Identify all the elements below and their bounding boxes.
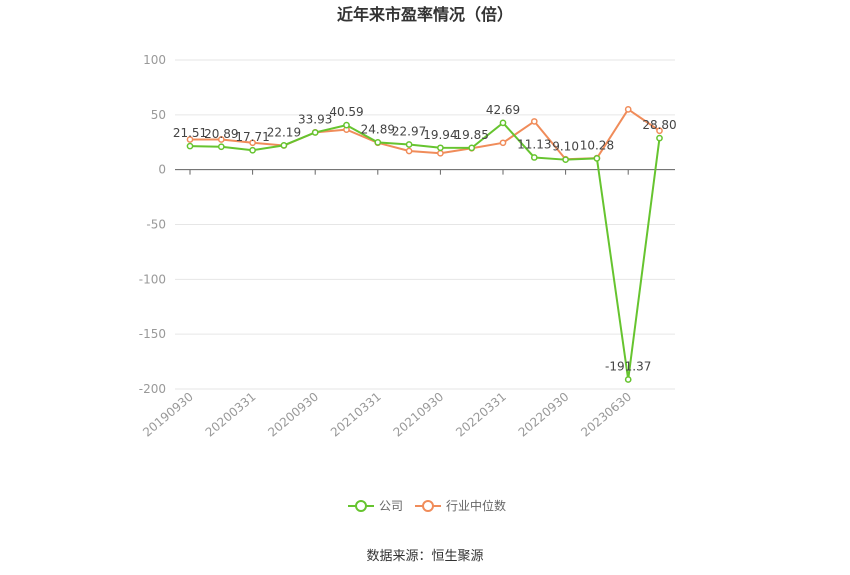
data-label: 24.89	[361, 122, 395, 136]
legend-label: 公司	[379, 499, 403, 513]
x-tick-label: 20220331	[453, 390, 509, 440]
data-label: 10.28	[580, 138, 614, 152]
y-tick-label: 0	[158, 163, 166, 177]
y-tick-label: -100	[139, 272, 166, 286]
company-point[interactable]	[249, 146, 256, 154]
y-tick-label: -150	[139, 327, 166, 341]
data-label: 20.89	[204, 127, 238, 141]
data-label: 19.94	[423, 128, 457, 142]
data-label: -191.37	[605, 360, 651, 374]
y-axis-ticks: 100 50 0 -50 -100 -150 -200	[139, 53, 166, 396]
grid-lines	[175, 59, 675, 390]
series-lines	[186, 106, 663, 383]
industry-median-point[interactable]	[186, 136, 194, 143]
chart-title: 近年来市盈率情况（倍）	[337, 5, 513, 24]
industry-median-point[interactable]	[249, 139, 256, 147]
legend[interactable]: 公司 行业中位数	[348, 498, 506, 513]
data-label: 40.59	[329, 105, 363, 119]
industry-median-point[interactable]	[530, 118, 538, 125]
company-point[interactable]	[562, 156, 569, 164]
x-tick-label: 20220930	[516, 390, 572, 440]
industry-median-point[interactable]	[217, 136, 225, 143]
company-point[interactable]	[280, 141, 288, 149]
data-label: 28.80	[642, 118, 676, 132]
y-tick-label: -200	[139, 382, 166, 396]
y-tick-label: -50	[146, 218, 166, 232]
company-point[interactable]	[217, 143, 225, 151]
x-tick-label: 20230630	[578, 390, 634, 440]
legend-marker	[422, 500, 434, 512]
data-label: 17.71	[235, 130, 269, 144]
legend-company[interactable]: 公司	[348, 499, 403, 513]
company-line	[189, 121, 661, 381]
y-tick-label: 100	[143, 53, 166, 67]
data-label: 22.97	[392, 124, 426, 138]
company-point[interactable]	[499, 119, 507, 127]
company-point[interactable]	[374, 139, 382, 146]
company-point[interactable]	[437, 144, 444, 152]
x-tick-label: 20200331	[203, 390, 259, 440]
x-tick-label: 20200930	[265, 390, 321, 440]
data-label: 22.19	[267, 125, 301, 139]
data-label: 21.51	[173, 126, 207, 140]
company-point[interactable]	[343, 121, 350, 129]
data-label: 42.69	[486, 103, 520, 117]
company-point[interactable]	[405, 141, 413, 148]
company-point[interactable]	[311, 129, 319, 136]
company-point[interactable]	[468, 144, 476, 152]
company-point[interactable]	[593, 155, 601, 162]
x-tick-label: 20190930	[140, 390, 196, 440]
data-label: 9.10	[552, 140, 579, 154]
data-source: 数据来源：恒生聚源	[366, 549, 483, 564]
company-point[interactable]	[656, 134, 663, 142]
legend-label: 行业中位数	[446, 498, 506, 513]
x-tick-label: 20210331	[328, 390, 384, 440]
y-tick-label: 50	[151, 108, 166, 122]
x-tick-label: 20210930	[391, 390, 447, 440]
company-point[interactable]	[186, 142, 194, 150]
company-point[interactable]	[530, 154, 538, 161]
company-point[interactable]	[624, 376, 632, 383]
data-label: 19.85	[455, 128, 489, 142]
industry-median-point[interactable]	[624, 106, 632, 113]
legend-industry-median[interactable]: 行业中位数	[415, 498, 506, 513]
data-label: 11.13	[517, 137, 551, 151]
industry-median-point[interactable]	[499, 139, 507, 147]
industry-median-point[interactable]	[405, 147, 413, 155]
industry-median-point[interactable]	[656, 127, 663, 135]
data-label: 33.93	[298, 112, 332, 126]
industry-median-point[interactable]	[437, 149, 444, 157]
x-axis: 20190930 20200331 20200930 20210331 20210930…	[140, 169, 675, 440]
legend-marker	[355, 500, 367, 512]
